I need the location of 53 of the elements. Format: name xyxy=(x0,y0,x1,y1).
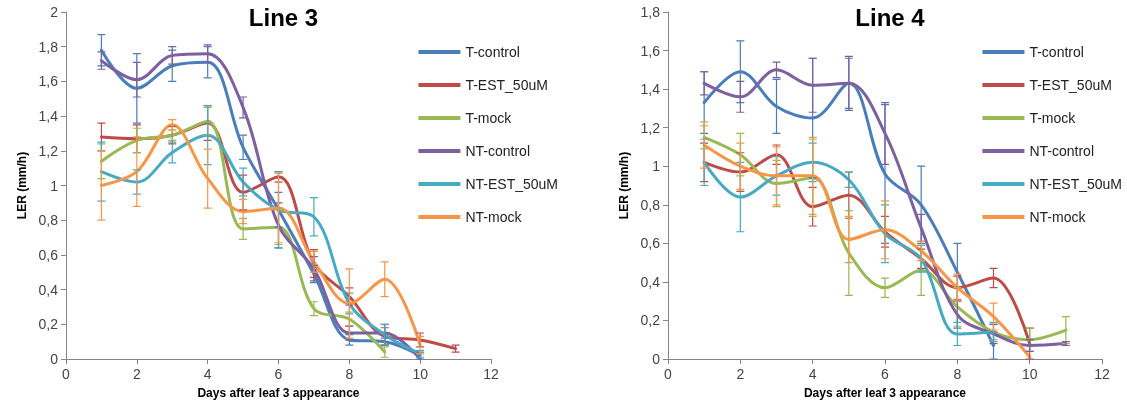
y-tick-label: 0,6 xyxy=(640,235,661,252)
y-tick-label: 1,4 xyxy=(38,108,59,125)
y-tick-label: 1,8 xyxy=(38,38,59,55)
y-tick-label: 1,6 xyxy=(38,73,59,90)
y-tick-label: 1,6 xyxy=(640,42,661,59)
y-tick-label: 0,8 xyxy=(38,212,59,229)
y-tick-label: 1,2 xyxy=(38,142,59,159)
y-tick-label: 0,8 xyxy=(640,196,661,213)
legend-label: NT-control xyxy=(1029,143,1094,159)
legend-label: T-control xyxy=(465,44,520,60)
legend-label: T-EST_50uM xyxy=(465,77,548,93)
x-tick-label: 6 xyxy=(881,366,890,382)
x-tick-label: 2 xyxy=(132,366,141,382)
x-tick-label: 2 xyxy=(736,366,745,382)
x-tick-label: 0 xyxy=(62,366,71,382)
x-axis-title: Days after leaf 3 appearance xyxy=(197,386,360,400)
y-axis-title: LER (mm/h) xyxy=(616,151,631,220)
legend-label: NT-EST_50uM xyxy=(1029,176,1123,192)
y-tick-label: 1,2 xyxy=(640,119,661,136)
y-tick-label: 0,4 xyxy=(38,281,59,298)
legend-label: NT-EST_50uM xyxy=(465,176,559,192)
y-tick-label: 0,2 xyxy=(640,312,661,329)
x-tick-label: 4 xyxy=(808,366,817,382)
legend-label: T-EST_50uM xyxy=(1029,77,1112,93)
x-tick-label: 4 xyxy=(203,366,212,382)
x-tick-label: 10 xyxy=(412,366,429,382)
legend-label: NT-mock xyxy=(465,209,523,225)
legend-label: NT-mock xyxy=(1029,209,1087,225)
y-tick-label: 1,4 xyxy=(640,81,661,98)
legend-label: T-mock xyxy=(465,110,513,126)
x-tick-label: 0 xyxy=(664,366,673,382)
x-tick-label: 8 xyxy=(345,366,354,382)
x-tick-label: 12 xyxy=(483,366,499,382)
chart-title: Line 4 xyxy=(855,3,926,31)
y-tick-label: 1 xyxy=(50,177,59,194)
x-axis-title: Days after leaf 3 appearance xyxy=(803,386,967,400)
chart-title: Line 3 xyxy=(248,3,319,31)
y-tick-label: 1 xyxy=(652,158,661,175)
y-axis-title: LER (mm/h) xyxy=(14,151,29,220)
y-tick-label: 0 xyxy=(50,351,59,367)
x-tick-label: 10 xyxy=(1021,366,1038,382)
y-tick-label: 0,4 xyxy=(640,273,661,290)
y-tick-label: 2 xyxy=(50,4,59,20)
y-tick-label: 1,8 xyxy=(640,4,661,20)
legend-label: T-mock xyxy=(1029,110,1077,126)
x-tick-label: 12 xyxy=(1094,366,1110,382)
y-tick-label: 0,6 xyxy=(38,246,59,263)
legend-label: NT-control xyxy=(465,143,530,159)
y-tick-label: 0 xyxy=(652,351,661,367)
x-tick-label: 6 xyxy=(274,366,283,382)
y-tick-label: 0,2 xyxy=(38,316,59,333)
legend-label: T-control xyxy=(1029,44,1084,60)
x-tick-label: 8 xyxy=(953,366,962,382)
